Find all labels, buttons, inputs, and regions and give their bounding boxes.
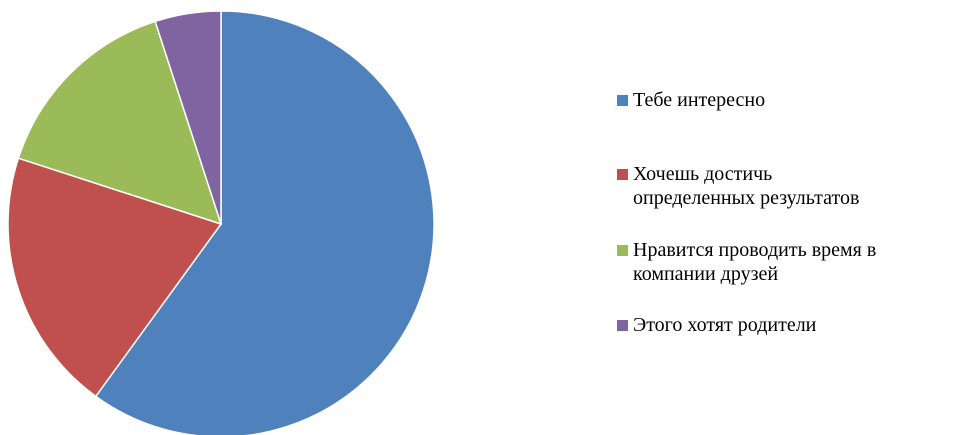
legend-label-friends: Нравится проводить время в компании друз…: [633, 239, 877, 285]
legend-item-friends: Нравится проводить время в компании друз…: [617, 238, 876, 286]
legend-label-results: Хочешь достичь определенных результатов: [633, 163, 860, 209]
legend-swatch-interesting: [617, 95, 628, 106]
legend-swatch-friends: [617, 245, 628, 256]
legend-swatch-parents: [617, 320, 628, 331]
legend-label-interesting: Тебе интересно: [633, 89, 766, 111]
pie-slice-results: [7, 157, 223, 398]
pie-slice-interesting: [94, 10, 435, 435]
legend-label-parents: Этого хотят родители: [633, 314, 817, 336]
legend-item-interesting: Тебе интересно: [617, 88, 765, 112]
legend-item-parents: Этого хотят родители: [617, 313, 816, 337]
pie-slice-friends: [17, 20, 223, 226]
pie-slice-parents: [154, 10, 222, 225]
legend-item-results: Хочешь достичь определенных результатов: [617, 162, 859, 210]
legend-swatch-results: [617, 169, 628, 180]
